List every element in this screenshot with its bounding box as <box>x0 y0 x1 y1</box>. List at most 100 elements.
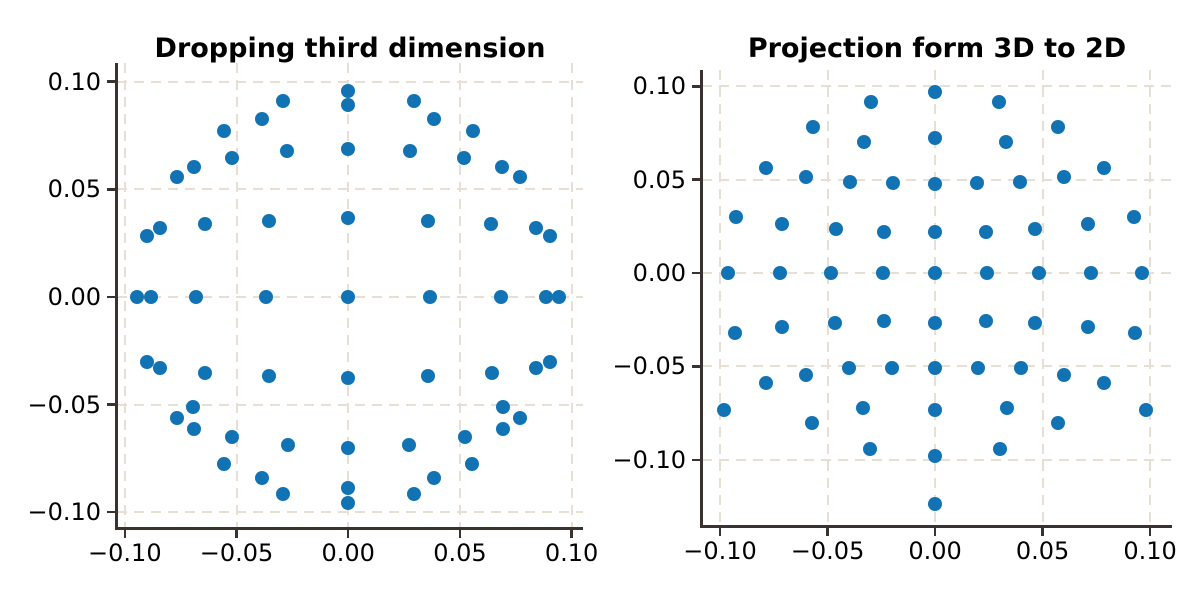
data-point <box>1013 175 1028 190</box>
data-point <box>1139 402 1154 417</box>
y-tick-label: −0.10 <box>27 498 101 527</box>
y-tick-label: 0.10 <box>632 72 686 101</box>
x-tick-mark <box>346 529 350 538</box>
data-point <box>842 175 857 190</box>
data-point <box>456 151 471 166</box>
data-point <box>774 319 789 334</box>
y-gridline <box>117 188 583 191</box>
data-point <box>153 361 168 376</box>
data-point <box>512 169 527 184</box>
y-tick-label: 0.10 <box>47 67 101 96</box>
y-tick-mark <box>107 188 115 191</box>
y-tick-mark <box>107 403 115 406</box>
data-point <box>484 216 499 231</box>
data-point <box>721 266 735 281</box>
x-tick-mark <box>570 529 573 538</box>
data-point <box>225 151 240 166</box>
y-tick-label: −0.10 <box>612 445 686 474</box>
data-point <box>457 430 472 445</box>
y-tick-label: 0.00 <box>632 259 686 288</box>
data-point <box>465 124 480 138</box>
data-point <box>224 430 239 445</box>
x-tick-mark <box>933 527 937 536</box>
x-gridline <box>1041 70 1044 525</box>
data-point <box>716 402 731 417</box>
data-point <box>928 496 943 511</box>
x-gridline <box>1149 70 1152 525</box>
x-tick-label: 0.05 <box>1015 537 1070 565</box>
data-point <box>341 84 356 99</box>
data-point <box>512 411 527 426</box>
data-point <box>275 487 290 502</box>
x-gridline <box>123 63 126 527</box>
data-point <box>341 370 356 385</box>
data-point <box>798 367 813 382</box>
data-point <box>885 176 900 191</box>
data-point <box>928 224 943 239</box>
data-point <box>1056 170 1071 185</box>
data-point <box>999 401 1014 416</box>
data-point <box>827 315 842 330</box>
data-point <box>856 134 871 149</box>
x-tick-label: −0.10 <box>88 539 162 567</box>
x-tick-mark <box>235 529 238 538</box>
right-chart-title: Projection form 3D to 2D <box>747 33 1127 64</box>
data-point <box>759 376 774 391</box>
data-point <box>217 456 232 471</box>
data-point <box>495 160 510 175</box>
data-point <box>280 437 295 452</box>
data-point <box>1081 319 1096 334</box>
data-point <box>542 228 557 243</box>
data-point <box>130 289 145 304</box>
x-gridline <box>719 70 722 525</box>
data-point <box>529 221 544 236</box>
data-point <box>758 160 773 175</box>
y-tick-mark <box>692 365 700 368</box>
data-point <box>402 144 417 159</box>
x-tick-label: 0.10 <box>544 539 599 567</box>
data-point <box>863 94 878 109</box>
data-point <box>856 401 871 416</box>
data-point <box>216 124 231 138</box>
y-axis-spine <box>700 70 703 527</box>
data-point <box>928 266 943 281</box>
x-tick-mark <box>123 529 127 538</box>
data-point <box>341 440 356 455</box>
x-tick-label: 0.00 <box>321 539 375 567</box>
data-point <box>928 402 943 417</box>
data-point <box>1127 325 1142 340</box>
data-point <box>401 437 416 452</box>
data-point <box>729 210 744 225</box>
x-gridline <box>235 63 238 527</box>
data-point <box>1135 266 1150 281</box>
data-point <box>261 369 276 384</box>
data-point <box>420 369 435 384</box>
data-point <box>1031 266 1046 281</box>
x-tick-label: −0.10 <box>683 537 757 565</box>
data-point <box>1014 361 1029 376</box>
data-point <box>824 266 839 281</box>
data-point <box>143 289 158 304</box>
data-point <box>198 216 213 231</box>
data-point <box>970 176 985 191</box>
data-point <box>153 221 168 236</box>
left-chart-plot-area: −0.10 −0.05 0.00 0.05 0.10 −0.10 −0.05 0.00 0.05… <box>27 63 598 565</box>
y-tick-mark <box>107 295 115 299</box>
y-gridline <box>117 403 583 406</box>
data-point <box>1096 376 1111 391</box>
x-tick-mark <box>718 527 722 536</box>
data-point <box>828 221 843 236</box>
data-point <box>420 214 435 229</box>
data-point <box>275 94 290 109</box>
y-gridline <box>117 80 583 83</box>
x-tick-mark <box>1041 527 1044 536</box>
data-point <box>885 361 900 376</box>
data-point <box>1097 160 1112 175</box>
data-point <box>341 289 356 304</box>
y-tick-mark <box>692 178 700 181</box>
data-point <box>169 169 184 184</box>
data-point <box>423 289 438 304</box>
x-tick-label: 0.05 <box>433 539 487 567</box>
data-point <box>728 325 743 340</box>
